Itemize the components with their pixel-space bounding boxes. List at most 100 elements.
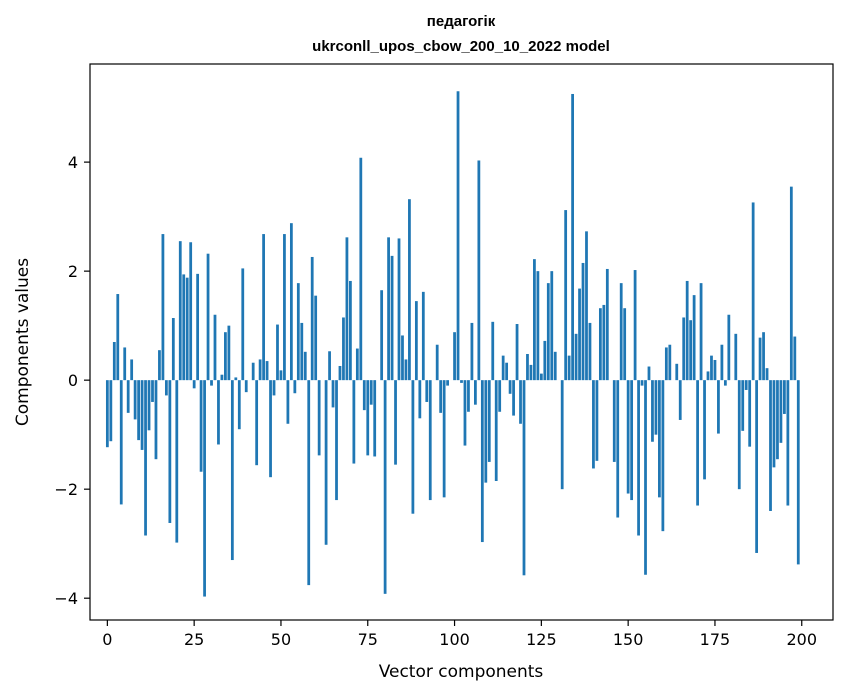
bar-component-199 [796,380,800,565]
bar-component-108 [480,380,484,543]
bar-component-131 [560,380,564,490]
bar-component-150 [626,380,630,494]
bar-component-161 [664,347,668,381]
y-tick-label: 4 [68,153,78,172]
bar-component-142 [598,308,602,381]
bar-component-77 [373,380,377,457]
bar-component-156 [647,366,651,381]
bar-component-175 [713,359,717,381]
bar-component-128 [550,271,554,381]
bar-component-111 [491,321,495,381]
bar-component-55 [296,283,300,381]
bar-component-147 [616,380,620,518]
bar-component-1 [109,380,113,442]
x-axis-label: Vector components [379,662,544,682]
bar-component-198 [793,336,797,381]
bar-component-144 [605,268,609,381]
x-tick-label: 0 [102,630,112,649]
bar-component-67 [338,365,342,381]
bar-component-20 [175,380,179,543]
bar-component-52 [286,380,290,424]
bar-component-89 [414,301,418,381]
bar-component-12 [147,380,151,431]
plot-frame [89,63,834,621]
bar-component-4 [119,380,123,505]
bar-component-143 [602,304,606,381]
bar-component-133 [567,355,571,381]
bar-component-159 [658,380,661,498]
bar-component-154 [640,380,644,386]
bar-component-178 [723,380,727,386]
bar-component-23 [185,277,189,381]
bar-component-82 [390,255,394,381]
bar-component-80 [383,380,387,594]
bar-component-114 [501,355,505,381]
bar-component-59 [310,256,314,381]
bar-component-125 [539,373,543,381]
bar-component-19 [171,318,175,381]
bar-component-120 [522,380,526,576]
bar-component-194 [779,380,783,443]
bar-component-57 [303,351,307,381]
bar-component-72 [355,348,359,381]
bar-component-27 [199,380,203,472]
bar-component-66 [335,380,338,501]
bar-component-172 [703,380,706,480]
y-axis-label: Components values [13,258,33,426]
bar-component-197 [789,186,793,381]
bar-component-79 [380,290,384,381]
bar-component-138 [585,231,588,381]
bar-component-60 [314,295,318,381]
bar-component-35 [227,325,231,381]
bar-component-32 [217,380,220,445]
bar-component-33 [220,374,224,381]
bar-component-58 [307,380,311,586]
bar-component-107 [477,160,481,381]
bar-component-191 [769,380,772,511]
bar-component-13 [151,380,154,402]
bar-component-182 [737,380,741,490]
bar-component-184 [744,380,748,390]
x-tick-label: 25 [184,630,204,649]
bar-component-165 [678,380,682,420]
bar-component-21 [178,241,182,381]
bar-component-8 [133,380,137,420]
bar-component-110 [487,380,491,462]
bar-component-97 [442,380,446,498]
bar-component-183 [741,380,745,431]
bar-component-3 [116,294,120,381]
bar-component-187 [755,380,759,553]
bar-component-42 [251,362,255,381]
bar-component-176 [717,380,720,434]
bar-component-6 [126,380,130,413]
bar-component-177 [720,344,724,381]
bar-component-36 [230,380,234,561]
bar-component-98 [446,380,450,386]
bars-group [105,91,800,597]
bar-component-30 [210,380,213,386]
bar-component-31 [213,314,217,381]
y-tick-label: 0 [68,371,78,390]
bar-component-123 [533,259,536,381]
bar-component-53 [289,223,293,381]
bar-component-7 [130,359,134,381]
bar-component-75 [366,380,370,456]
bar-component-152 [633,270,637,381]
bar-component-24 [189,242,193,381]
bar-component-88 [411,380,415,514]
y-tick-label: −2 [54,480,78,499]
bar-component-22 [182,274,186,381]
bar-component-106 [473,380,477,405]
bar-component-119 [519,380,522,424]
bar-component-85 [401,335,404,381]
bar-component-127 [546,283,550,381]
bar-component-195 [783,380,786,414]
bar-component-117 [512,380,515,416]
bar-component-160 [661,380,665,532]
x-tick-label: 125 [526,630,557,649]
bar-component-96 [439,380,443,413]
bar-component-101 [456,91,460,381]
bar-component-51 [283,234,286,381]
bar-component-76 [369,380,373,405]
bar-component-91 [421,291,425,381]
